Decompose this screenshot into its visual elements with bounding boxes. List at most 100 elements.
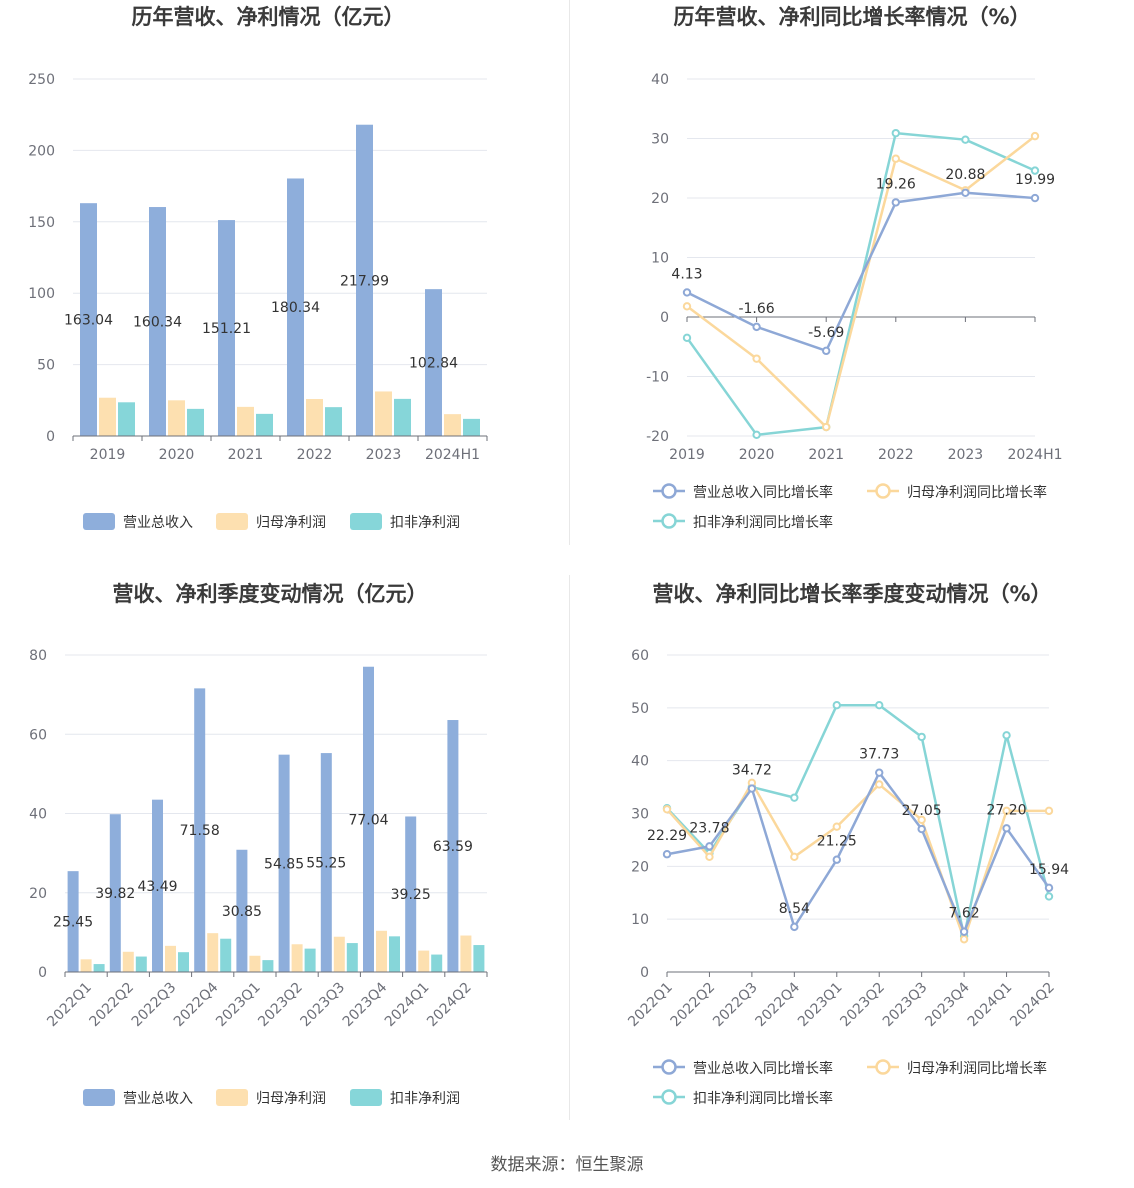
quarter-line-data-label-8: 27.20: [987, 802, 1027, 818]
annual-line-xtick-label-4: 2023: [948, 447, 984, 463]
quarter-bar-svg: 营收、净利季度变动情况（亿元）0204060802022Q12022Q22022…: [29, 582, 488, 1107]
quarter-bar-legend-label-0: 营业总收入: [123, 1091, 193, 1107]
annual-line-ytick-label-5: 30: [651, 132, 669, 148]
annual-bar-bar-s1-4: [375, 391, 392, 436]
quarter-bar-bar-s2-2: [178, 952, 189, 972]
annual-bar-bar-s2-2: [256, 413, 273, 436]
quarter-line-ytick-label-2: 20: [631, 859, 649, 875]
annual-bar-legend-label-0: 营业总收入: [123, 515, 193, 531]
annual-line-data-label-5: 19.99: [1015, 172, 1055, 188]
quarter-bar-bar-s2-8: [431, 954, 443, 972]
annual-bar-bar-s0-3: [287, 178, 304, 436]
annual-bar-data-label-2: 151.21: [202, 321, 251, 337]
annual-line-point-s0-4: [961, 188, 970, 197]
quarter-line-point-s1-7: [959, 935, 969, 944]
quarter-line-point-s1-5: [875, 780, 884, 789]
annual-bar-bar-s1-0: [99, 397, 116, 436]
annual-line-xtick-label-0: 2019: [669, 447, 705, 463]
annual-line-legend-label-1: 归母净利润同比增长率: [907, 484, 1047, 501]
quarter-line-point-s2-3: [790, 793, 799, 802]
annual-line-line-s1: [686, 135, 1036, 429]
quarter-bar-bar-s0-5: [278, 754, 290, 972]
annual-line-point-s0-2: [822, 346, 831, 356]
annual-bar-bar-s2-3: [325, 407, 342, 436]
quarter-line-point-s0-2: [747, 784, 757, 793]
quarter-bar-ytick-label-0: 0: [38, 965, 47, 981]
quarter-bar-legend-label-2: 扣非净利润: [390, 1091, 460, 1107]
annual-line-legend-marker-2: [661, 513, 677, 529]
quarter-line-data-label-1: 23.78: [689, 820, 729, 836]
data-source: 数据来源：恒生聚源: [490, 1155, 644, 1175]
annual-bar-bar-s1-1: [168, 400, 185, 436]
quarter-line-ytick-label-5: 50: [631, 701, 649, 717]
divider-top: [569, 0, 570, 545]
quarter-line-data-label-5: 37.73: [859, 747, 899, 763]
quarter-bar-bar-s2-5: [304, 948, 316, 972]
annual-bar-bar-s1-2: [237, 406, 254, 436]
quarter-line-legend-label-1: 归母净利润同比增长率: [907, 1060, 1047, 1077]
quarter-line-xtick-label-3: 2022Q4: [753, 979, 804, 1030]
annual-line-ytick-label-3: 10: [651, 251, 669, 267]
annual-bar-legend-label-1: 归母净利润: [256, 514, 326, 531]
annual-bar-bar-s2-4: [394, 398, 411, 436]
annual-line-ytick-label-0: -20: [646, 429, 669, 445]
quarter-bar-xtick-label-0: 2022Q1: [44, 980, 95, 1031]
annual-bar-xtick-label-5: 2024H1: [425, 447, 480, 463]
quarter-bar-data-label-1: 39.82: [95, 886, 135, 902]
annual-bar-bar-s0-0: [80, 203, 97, 436]
quarter-line-point-s1-3: [790, 852, 799, 862]
annual-line-ytick-label-6: 40: [651, 72, 669, 88]
annual-line-line-s2: [685, 131, 1036, 437]
quarter-bar-ytick-label-3: 60: [29, 727, 47, 743]
annual-line-legend-marker-0: [661, 483, 677, 499]
quarter-line-point-s2-8: [1002, 731, 1011, 740]
quarter-line-point-s0-4: [832, 855, 841, 864]
annual-bar-bar-s0-4: [356, 124, 373, 437]
quarter-bar-data-label-6: 55.25: [306, 856, 346, 872]
quarter-line-legend-marker-2: [661, 1089, 677, 1105]
annual-bar-bar-s1-5: [444, 414, 461, 436]
quarter-line-legend-label-2: 扣非净利润同比增长率: [693, 1090, 833, 1107]
quarter-line-point-s2-9: [1044, 892, 1054, 901]
annual-line-legend-marker-1: [875, 483, 891, 499]
quarter-bar-xtick-label-9: 2024Q2: [424, 980, 475, 1031]
quarter-bar-bar-s0-8: [405, 816, 417, 972]
quarter-line-point-s0-9: [1044, 883, 1054, 892]
annual-bar-ytick-label-4: 200: [28, 143, 55, 159]
quarter-bar-data-label-0: 25.45: [53, 915, 93, 931]
quarter-bar-data-label-2: 43.49: [137, 879, 177, 895]
annual-bar-ytick-label-2: 100: [28, 286, 55, 302]
annual-bar-bar-s2-5: [463, 418, 480, 436]
annual-bar-ytick-label-3: 150: [28, 215, 55, 231]
quarter-bar-bar-s2-4: [262, 960, 274, 972]
quarter-line-ytick-label-4: 40: [631, 754, 649, 770]
quarter-bar-bar-s1-0: [80, 959, 92, 972]
quarter-line-xtick-label-6: 2023Q3: [880, 980, 931, 1031]
annual-line-ytick-label-4: 20: [651, 191, 669, 207]
quarter-line-xtick-label-4: 2023Q1: [795, 980, 846, 1031]
annual-line-ytick-label-2: 0: [660, 310, 669, 326]
divider-bottom: [569, 575, 570, 1120]
quarter-line-data-label-2: 34.72: [732, 763, 772, 779]
quarter-bar-bar-s1-3: [207, 933, 219, 972]
annual-line-data-label-2: -5.69: [808, 325, 844, 341]
quarter-line-point-s2-6: [917, 732, 926, 742]
quarter-growth-chart: 营收、净利同比增长率季度变动情况（%） 0 10 20 30 40 50 60 2022Q1 20…: [570, 575, 1134, 1135]
quarter-line-data-label-3: 8.54: [779, 901, 810, 917]
annual-bar-bar-s1-3: [306, 399, 323, 436]
quarter-bar-bar-s1-8: [418, 950, 430, 972]
quarter-bar-legend-label-1: 归母净利润: [256, 1090, 326, 1107]
quarter-line-point-s1-9: [1044, 806, 1054, 816]
quarter-bar-bar-s0-7: [363, 666, 374, 972]
annual-line-xtick-label-2: 2021: [808, 447, 844, 463]
annual-line-title: 历年营收、净利同比增长率情况（%）: [673, 5, 1030, 29]
quarter-line-point-s1-4: [832, 822, 841, 831]
quarter-growth-svg: 营收、净利同比增长率季度变动情况（%）01020304050602022Q120…: [625, 582, 1069, 1107]
annual-bar-bar-s0-1: [149, 207, 166, 436]
annual-bar-legend-swatch-0: [83, 513, 115, 530]
quarter-line-point-s1-8: [1002, 806, 1011, 816]
quarter-bar-xtick-label-4: 2023Q1: [213, 980, 264, 1031]
annual-line-data-label-0: 4.13: [671, 266, 702, 282]
annual-bar-data-label-5: 102.84: [409, 356, 458, 372]
annual-bar-bar-s2-1: [187, 408, 204, 436]
